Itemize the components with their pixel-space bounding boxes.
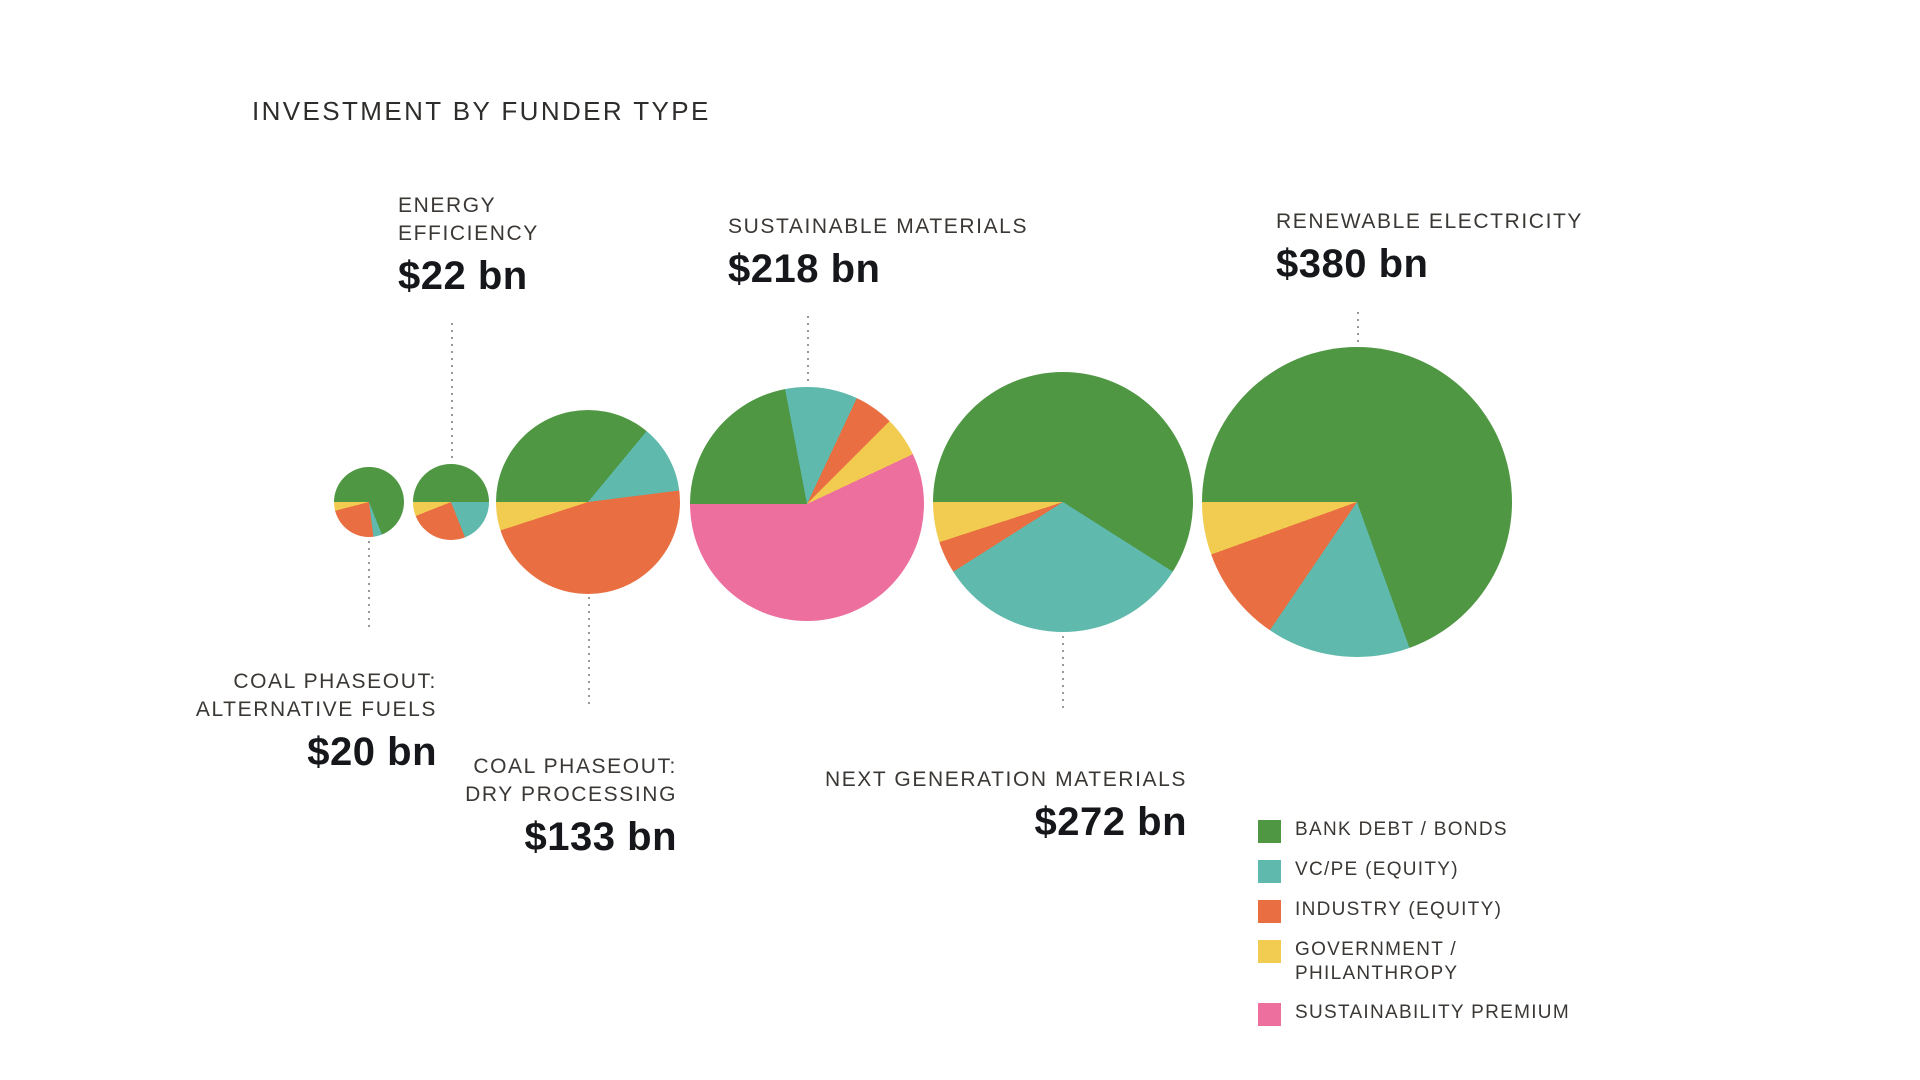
legend-label: BANK DEBT / BONDS (1295, 819, 1508, 840)
label-renewable-electricity: RENEWABLE ELECTRICITY $380 bn (1276, 208, 1583, 287)
legend-item-vc-pe-equity: VC/PE (EQUITY) (1258, 859, 1570, 883)
category-label: COAL PHASEOUT: ALTERNATIVE FUELS (195, 670, 437, 721)
legend-item-industry-equity: INDUSTRY (EQUITY) (1258, 899, 1570, 923)
pie-next-generation-materials (933, 372, 1193, 632)
pie-coal-phaseout-dry-processing (496, 410, 680, 594)
label-sustainable-materials: SUSTAINABLE MATERIALS $218 bn (728, 213, 1028, 292)
label-next-generation-materials: NEXT GENERATION MATERIALS $272 bn (825, 766, 1187, 845)
pie-energy-efficiency (413, 464, 489, 540)
label-energy-efficiency: ENERGY EFFICIENCY $22 bn (398, 192, 539, 299)
leader-line-next-generation-materials (1062, 636, 1064, 712)
leader-line-coal-alternative-fuels (368, 541, 370, 629)
legend-swatch-industry-equity (1258, 900, 1281, 923)
amount-label: $20 bn (307, 730, 437, 774)
amount-label: $22 bn (398, 254, 528, 298)
page-title: INVESTMENT BY FUNDER TYPE (252, 96, 711, 126)
legend: BANK DEBT / BONDS VC/PE (EQUITY) INDUSTR… (1258, 819, 1570, 1043)
amount-label: $133 bn (524, 815, 677, 859)
legend-label: GOVERNMENT / PHILANTHROPY (1295, 939, 1459, 984)
category-label: RENEWABLE ELECTRICITY (1276, 210, 1584, 233)
legend-swatch-vc-pe-equity (1258, 860, 1281, 883)
label-coal-phaseout-dry-processing: COAL PHASEOUT: DRY PROCESSING $133 bn (465, 753, 677, 860)
leader-line-sustainable-materials (807, 316, 809, 385)
pie-sustainable-materials (690, 387, 924, 621)
amount-label: $218 bn (728, 247, 881, 291)
category-label: ENERGY EFFICIENCY (398, 194, 539, 245)
category-label: NEXT GENERATION MATERIALS (824, 768, 1187, 791)
legend-item-bank-debt-bonds: BANK DEBT / BONDS (1258, 819, 1570, 843)
legend-item-sustainability-premium: SUSTAINABILITY PREMIUM (1258, 1002, 1570, 1026)
label-coal-phaseout-alternative-fuels: COAL PHASEOUT: ALTERNATIVE FUELS $20 bn (196, 668, 437, 775)
category-label: SUSTAINABLE MATERIALS (728, 215, 1029, 238)
legend-swatch-government-philanthropy (1258, 940, 1281, 963)
category-label: COAL PHASEOUT: DRY PROCESSING (465, 755, 677, 806)
leader-line-coal-dry-processing (588, 597, 590, 707)
legend-label: VC/PE (EQUITY) (1295, 859, 1459, 880)
legend-swatch-sustainability-premium (1258, 1003, 1281, 1026)
pie-renewable-electricity (1202, 347, 1512, 657)
legend-label: INDUSTRY (EQUITY) (1295, 899, 1503, 920)
amount-label: $272 bn (1034, 800, 1187, 844)
amount-label: $380 bn (1276, 242, 1429, 286)
leader-line-energy-efficiency (451, 323, 453, 462)
legend-swatch-bank-debt-bonds (1258, 820, 1281, 843)
legend-item-government-philanthropy: GOVERNMENT / PHILANTHROPY (1258, 939, 1570, 986)
pie-coal-phaseout-alternative-fuels (334, 467, 404, 537)
legend-label: SUSTAINABILITY PREMIUM (1295, 1002, 1570, 1023)
leader-line-renewable-electricity (1357, 312, 1359, 346)
